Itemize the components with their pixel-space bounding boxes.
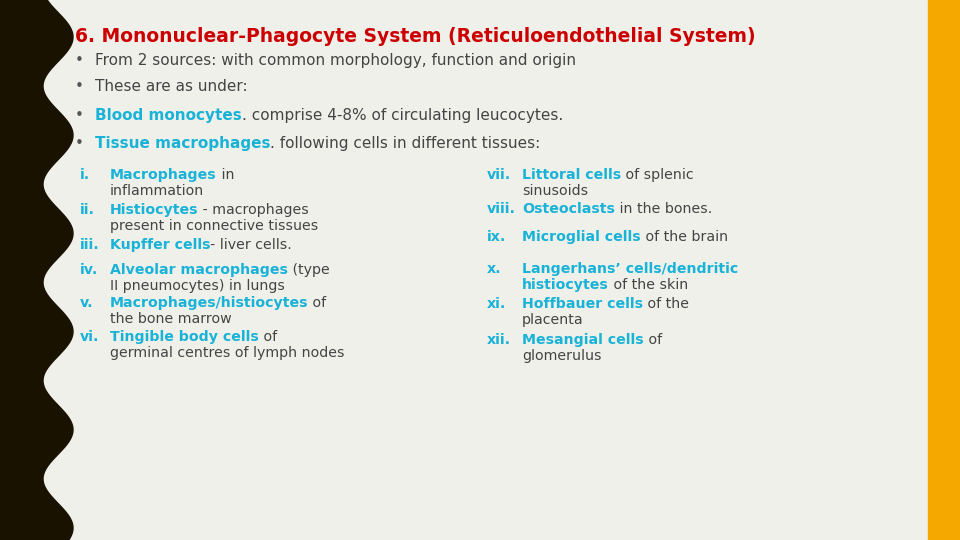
Text: - liver cells.: - liver cells. (210, 238, 292, 252)
Text: Hoffbauer cells: Hoffbauer cells (522, 297, 643, 311)
Text: x.: x. (487, 262, 502, 276)
Text: of splenic: of splenic (621, 168, 694, 182)
Text: inflammation: inflammation (110, 184, 204, 198)
Text: Kupffer cells: Kupffer cells (110, 238, 210, 252)
Text: Tingible body cells: Tingible body cells (110, 330, 259, 344)
Text: ix.: ix. (487, 230, 506, 244)
Text: histiocytes: histiocytes (522, 278, 609, 292)
Text: Blood monocytes: Blood monocytes (95, 108, 242, 123)
Text: of the skin: of the skin (609, 278, 688, 292)
Text: iii.: iii. (80, 238, 100, 252)
Text: viii.: viii. (487, 202, 516, 216)
Text: glomerulus: glomerulus (522, 349, 602, 363)
Text: Littoral cells: Littoral cells (522, 168, 621, 182)
Text: placenta: placenta (522, 313, 584, 327)
Text: •: • (75, 79, 84, 94)
Text: II pneumocytes) in lungs: II pneumocytes) in lungs (110, 279, 285, 293)
Text: in the bones.: in the bones. (614, 202, 712, 216)
Text: present in connective tissues: present in connective tissues (110, 219, 319, 233)
Text: of: of (308, 296, 326, 310)
Text: ii.: ii. (80, 203, 95, 217)
Text: •: • (75, 53, 84, 68)
Text: . comprise 4-8% of circulating leucocytes.: . comprise 4-8% of circulating leucocyte… (242, 108, 563, 123)
Text: (type: (type (288, 263, 329, 277)
Text: Alveolar macrophages: Alveolar macrophages (110, 263, 288, 277)
Text: From 2 sources: with common morphology, function and origin: From 2 sources: with common morphology, … (95, 53, 576, 68)
Polygon shape (0, 0, 73, 540)
Text: of the: of the (643, 297, 689, 311)
Text: the bone marrow: the bone marrow (110, 312, 231, 326)
Text: of: of (259, 330, 276, 344)
Text: 6. Mononuclear-Phagocyte System (Reticuloendothelial System): 6. Mononuclear-Phagocyte System (Reticul… (75, 27, 756, 46)
Text: . following cells in different tissues:: . following cells in different tissues: (271, 136, 540, 151)
Text: Tissue macrophages: Tissue macrophages (95, 136, 271, 151)
Text: of: of (643, 333, 661, 347)
Text: Histiocytes: Histiocytes (110, 203, 199, 217)
Text: •: • (75, 108, 84, 123)
Text: iv.: iv. (80, 263, 98, 277)
Text: sinusoids: sinusoids (522, 184, 588, 198)
Text: These are as under:: These are as under: (95, 79, 248, 94)
Text: Microglial cells: Microglial cells (522, 230, 640, 244)
Text: i.: i. (80, 168, 90, 182)
Text: Macrophages/histiocytes: Macrophages/histiocytes (110, 296, 308, 310)
Text: xi.: xi. (487, 297, 506, 311)
Text: Macrophages: Macrophages (110, 168, 217, 182)
Text: vii.: vii. (487, 168, 512, 182)
Text: in: in (217, 168, 234, 182)
Text: germinal centres of lymph nodes: germinal centres of lymph nodes (110, 346, 345, 360)
Text: Mesangial cells: Mesangial cells (522, 333, 643, 347)
Text: •: • (75, 136, 84, 151)
Text: of the brain: of the brain (640, 230, 728, 244)
Text: v.: v. (80, 296, 94, 310)
Text: vi.: vi. (80, 330, 100, 344)
Text: Osteoclasts: Osteoclasts (522, 202, 614, 216)
Text: xii.: xii. (487, 333, 511, 347)
Text: - macrophages: - macrophages (199, 203, 309, 217)
Text: Langerhans’ cells/dendritic: Langerhans’ cells/dendritic (522, 262, 738, 276)
